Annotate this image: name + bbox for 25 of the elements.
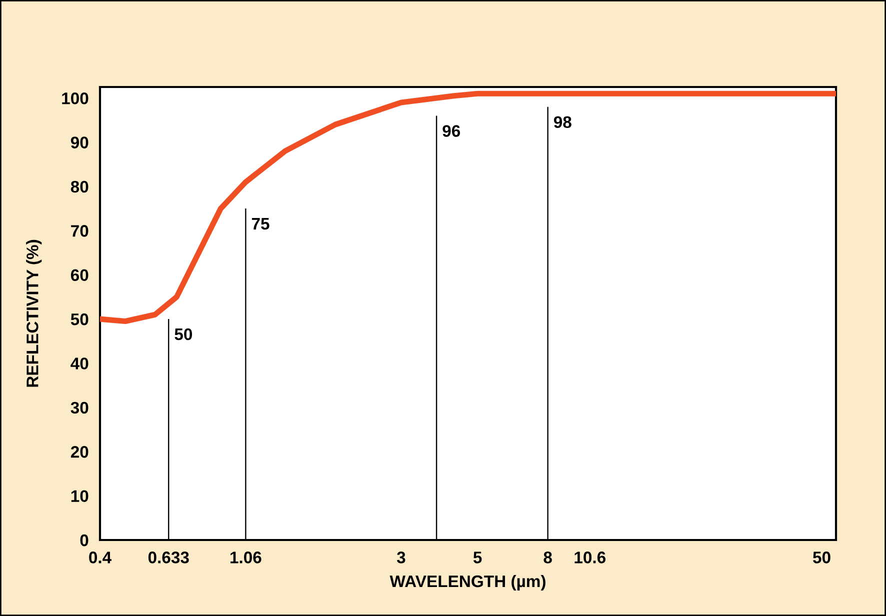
x-tick-label: 50 [813,552,830,564]
y-tick-label: 80 [70,180,88,193]
y-tick-label: 30 [70,402,88,414]
y-tick-label: 100 [62,92,88,104]
x-axis-title: WAVELENGTH (µm) [390,574,546,591]
x-tick-label: 1.06 [230,552,262,564]
x-tick-label: 0.633 [148,552,189,564]
y-tick-label: 90 [70,136,88,148]
y-tick-label: 70 [71,225,88,237]
y-tick-label: 20 [70,446,88,458]
data-label: 75 [252,218,270,230]
data-label: 96 [442,125,460,137]
x-tick-label: 0.4 [89,552,112,564]
data-label: 50 [174,328,192,340]
x-tick-label: 5 [473,552,482,564]
y-tick-label: 10 [71,490,88,502]
x-tick-label: 10.6 [574,552,606,564]
y-axis-title: REFLECTIVITY (%) [26,240,42,387]
x-tick-label: 3 [396,552,406,564]
y-tick-label: 40 [70,358,88,370]
data-label: 98 [554,116,572,128]
y-tick-label: 50 [70,313,88,326]
y-tick-label: 0 [80,534,88,546]
x-tick-label: 8 [544,552,552,564]
y-tick-label: 60 [70,269,88,282]
